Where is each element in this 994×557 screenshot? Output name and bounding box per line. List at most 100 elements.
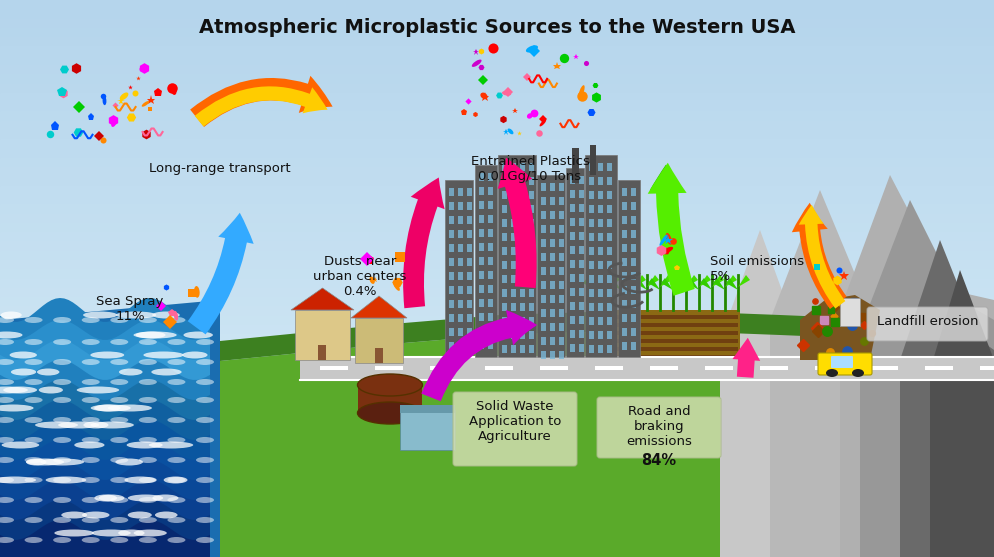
Bar — [375, 348, 383, 363]
Bar — [579, 274, 584, 282]
Ellipse shape — [142, 101, 149, 107]
Bar — [840, 298, 860, 326]
Bar — [579, 302, 584, 310]
Bar — [598, 233, 603, 241]
Ellipse shape — [174, 311, 178, 321]
Bar — [502, 191, 507, 199]
Ellipse shape — [53, 397, 72, 403]
Bar — [622, 272, 627, 280]
Polygon shape — [673, 275, 685, 287]
FancyBboxPatch shape — [867, 307, 988, 341]
Bar — [559, 183, 564, 191]
FancyArrowPatch shape — [188, 213, 253, 334]
Bar — [589, 191, 594, 199]
Polygon shape — [300, 357, 994, 380]
Ellipse shape — [196, 397, 214, 403]
Ellipse shape — [94, 404, 120, 412]
Bar — [598, 317, 603, 325]
Ellipse shape — [133, 530, 167, 536]
Ellipse shape — [55, 530, 94, 536]
Bar — [0, 529, 994, 539]
Bar — [449, 258, 454, 266]
Bar — [488, 243, 493, 251]
Bar — [520, 247, 525, 255]
Bar — [467, 272, 472, 280]
Ellipse shape — [196, 457, 214, 463]
Ellipse shape — [82, 537, 99, 543]
Ellipse shape — [527, 113, 533, 119]
Bar — [570, 190, 575, 198]
Ellipse shape — [0, 387, 28, 393]
Ellipse shape — [53, 477, 72, 483]
Bar — [541, 309, 546, 317]
Text: Road and
braking
emissions: Road and braking emissions — [626, 405, 692, 448]
Bar — [0, 0, 994, 9]
Bar — [870, 366, 898, 370]
Bar — [579, 176, 584, 184]
Bar — [622, 216, 627, 224]
Ellipse shape — [0, 537, 14, 543]
Polygon shape — [621, 275, 633, 287]
Bar — [579, 344, 584, 352]
Polygon shape — [770, 190, 900, 557]
Bar — [0, 399, 994, 408]
Bar — [458, 328, 463, 336]
Bar — [579, 204, 584, 212]
Bar — [622, 286, 627, 294]
FancyArrowPatch shape — [792, 203, 847, 309]
Bar — [479, 201, 484, 209]
Polygon shape — [800, 295, 880, 360]
Bar — [488, 173, 493, 181]
Bar — [607, 331, 612, 339]
Bar — [550, 253, 555, 261]
Bar — [570, 274, 575, 282]
Ellipse shape — [53, 339, 72, 345]
Bar — [607, 191, 612, 199]
Bar — [511, 191, 516, 199]
Ellipse shape — [82, 379, 99, 385]
Bar — [550, 183, 555, 191]
Bar — [650, 366, 678, 370]
FancyBboxPatch shape — [453, 392, 577, 466]
Bar — [550, 225, 555, 233]
Ellipse shape — [139, 517, 157, 523]
Polygon shape — [0, 400, 210, 440]
Bar — [540, 366, 568, 370]
Ellipse shape — [139, 477, 157, 483]
Bar — [550, 239, 555, 247]
Bar — [570, 344, 575, 352]
Bar — [467, 244, 472, 252]
Ellipse shape — [126, 442, 163, 448]
Ellipse shape — [358, 402, 422, 424]
Ellipse shape — [139, 457, 157, 463]
Bar — [502, 261, 507, 269]
Bar — [541, 197, 546, 205]
Bar — [0, 539, 994, 548]
Bar — [570, 176, 575, 184]
Polygon shape — [180, 310, 994, 365]
Bar — [589, 233, 594, 241]
Ellipse shape — [508, 129, 514, 134]
Bar — [589, 261, 594, 269]
Bar — [511, 317, 516, 325]
Ellipse shape — [111, 120, 116, 127]
Ellipse shape — [53, 517, 72, 523]
Ellipse shape — [119, 92, 128, 100]
Ellipse shape — [167, 497, 186, 503]
Bar — [0, 121, 994, 130]
Ellipse shape — [0, 457, 14, 463]
FancyArrowPatch shape — [195, 86, 328, 126]
FancyArrowPatch shape — [404, 178, 444, 308]
Ellipse shape — [25, 477, 43, 483]
Ellipse shape — [53, 359, 72, 365]
Bar — [541, 267, 546, 275]
Bar — [502, 331, 507, 339]
Ellipse shape — [196, 437, 214, 443]
Bar — [0, 37, 994, 46]
Bar — [467, 300, 472, 308]
Bar — [570, 330, 575, 338]
Ellipse shape — [196, 477, 214, 483]
Bar — [529, 303, 534, 311]
Ellipse shape — [152, 311, 180, 319]
Bar — [400, 410, 455, 450]
